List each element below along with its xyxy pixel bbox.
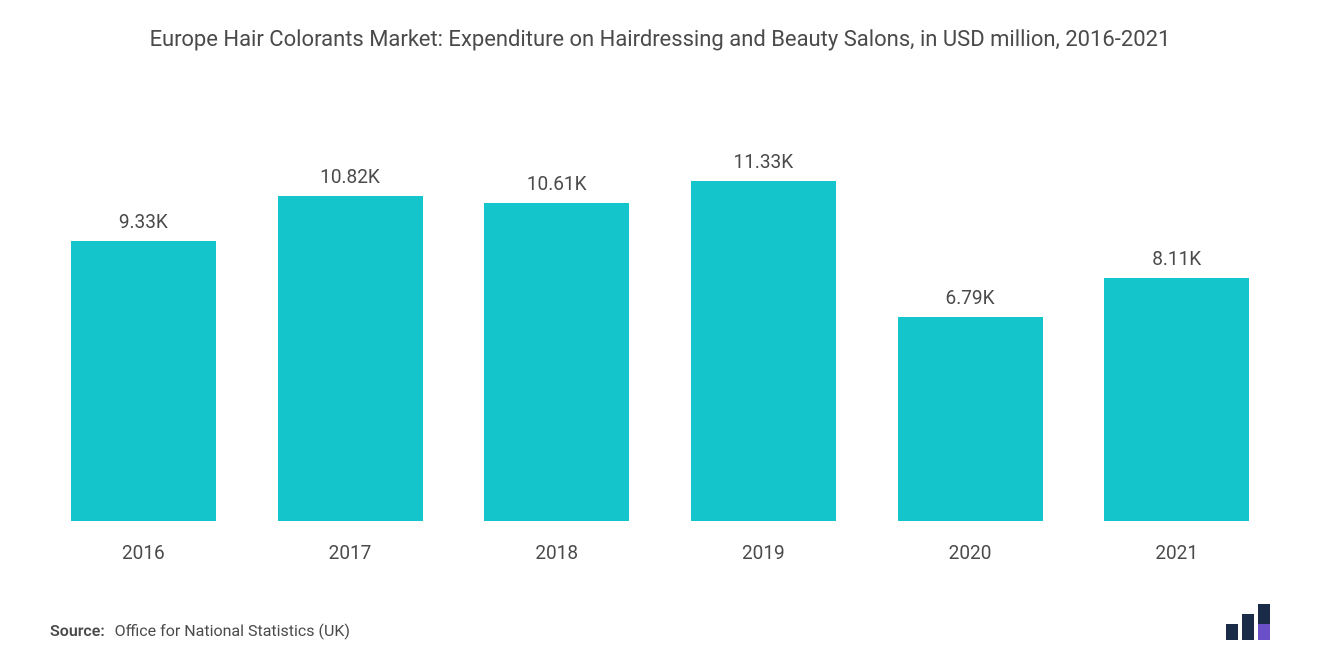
chart-footer: Source: Office for National Statistics (… [50, 604, 1270, 645]
bar [691, 181, 836, 521]
chart-title: Europe Hair Colorants Market: Expenditur… [50, 25, 1270, 55]
x-tick-label: 2020 [887, 531, 1054, 564]
bar-group: 8.11K [1093, 95, 1260, 521]
bar-group: 10.61K [473, 95, 640, 521]
source-text: Office for National Statistics (UK) [115, 621, 350, 640]
bar [278, 196, 423, 521]
bar-value-label: 9.33K [119, 210, 168, 233]
x-tick-label: 2018 [473, 531, 640, 564]
bar-value-label: 10.61K [527, 172, 587, 195]
bar [71, 241, 216, 521]
bar-value-label: 8.11K [1152, 247, 1201, 270]
brand-logo-icon [1226, 604, 1270, 640]
bar-group: 10.82K [267, 95, 434, 521]
chart-container: Europe Hair Colorants Market: Expenditur… [0, 0, 1320, 665]
x-tick-label: 2019 [680, 531, 847, 564]
source-line: Source: Office for National Statistics (… [50, 621, 350, 640]
bar-value-label: 6.79K [946, 286, 995, 309]
source-label: Source: [50, 621, 105, 640]
bar-group: 6.79K [887, 95, 1054, 521]
x-tick-label: 2021 [1093, 531, 1260, 564]
bar-group: 9.33K [60, 95, 227, 521]
plot-area: 9.33K 10.82K 10.61K 11.33K 6.79K 8.11K [50, 95, 1270, 521]
bar-group: 11.33K [680, 95, 847, 521]
logo-bar [1258, 604, 1270, 640]
x-axis: 2016 2017 2018 2019 2020 2021 [50, 531, 1270, 564]
bar [484, 203, 629, 521]
bar-value-label: 10.82K [320, 165, 380, 188]
bar [898, 317, 1043, 521]
logo-bar [1242, 614, 1254, 640]
x-tick-label: 2016 [60, 531, 227, 564]
logo-bar [1226, 624, 1238, 640]
bar [1104, 278, 1249, 521]
x-tick-label: 2017 [267, 531, 434, 564]
bar-value-label: 11.33K [734, 150, 794, 173]
